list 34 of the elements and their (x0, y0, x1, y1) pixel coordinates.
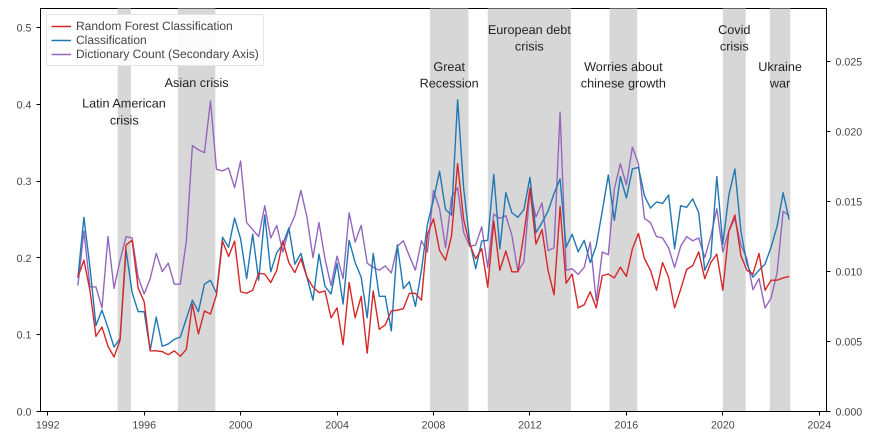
y-tick-label: 0.0 (16, 406, 32, 418)
y2-tick-label: 0.000 (836, 406, 862, 418)
line-series (77, 162, 790, 358)
x-tick-label: 2016 (614, 420, 638, 432)
x-tick-label: 2008 (422, 420, 446, 432)
band-label: Covid crisis (718, 22, 750, 54)
x-tick-label: 2020 (710, 420, 735, 432)
band-label: Asian crisis (164, 76, 229, 90)
x-tick-label: 1996 (132, 420, 156, 432)
x-tick-label: 2000 (228, 420, 253, 432)
y2-tick-label: 0.015 (836, 196, 862, 209)
y2-tick-label: 0.025 (836, 56, 862, 69)
x-tick-label: 2004 (325, 420, 349, 432)
band-label: European debt crisis (488, 22, 572, 54)
line-series (77, 99, 790, 351)
band-label: Latin American crisis (82, 96, 166, 128)
y2-tick-label: 0.010 (836, 266, 862, 279)
x-tick-label: 2024 (807, 420, 832, 432)
x-tick-label: 1992 (36, 420, 60, 432)
y-tick-label: 0.2 (16, 252, 32, 265)
y2-tick-label: 0.005 (836, 336, 862, 349)
y2-tick-label: 0.020 (836, 126, 862, 139)
legend-label: Random Forest Classification (76, 19, 233, 33)
y-tick-label: 0.4 (16, 99, 32, 112)
band-label: Worries about chinese growth (580, 60, 666, 91)
y-tick-label: 0.3 (16, 176, 32, 188)
band-label: Ukraine war (758, 60, 802, 91)
band-label: Great Recession (420, 60, 479, 91)
legend-label: Classification (76, 33, 147, 47)
x-tick-label: 2012 (518, 420, 542, 432)
line-series (77, 100, 790, 309)
y-tick-label: 0.5 (16, 22, 32, 35)
y-tick-label: 0.1 (16, 330, 32, 342)
legend-label: Dictionary Count (Secondary Axis) (76, 47, 259, 61)
